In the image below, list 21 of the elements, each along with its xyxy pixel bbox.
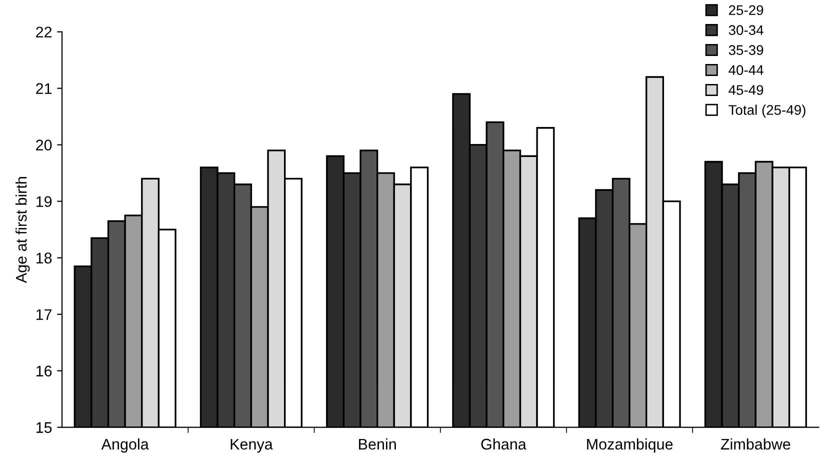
y-tick-label: 15: [36, 422, 52, 433]
legend-label: 40-44: [728, 65, 764, 75]
x-tick-label: Ghana: [481, 438, 526, 450]
y-tick-label: 20: [36, 140, 52, 150]
x-tick-label: Mozambique: [587, 438, 673, 453]
y-axis-title: Age at first birth: [16, 177, 30, 284]
legend-label: 30-34: [728, 25, 764, 36]
y-tick-label: 21: [36, 83, 52, 94]
legend-label: 25-29: [728, 5, 764, 16]
y-tick-label: 17: [36, 309, 52, 320]
x-tick-label: Zimbabwe: [720, 438, 790, 450]
y-tick-label: 18: [36, 252, 52, 264]
x-tick-label: Kenya: [230, 438, 273, 453]
legend-label: 45-49: [728, 85, 764, 95]
legend-label: Total (25-49): [728, 104, 806, 118]
y-tick-label: 16: [36, 366, 52, 376]
x-tick-label: Angola: [101, 438, 149, 453]
legend-label: 35-39: [728, 45, 764, 55]
x-tick-label: Benin: [359, 438, 396, 450]
y-tick-label: 22: [36, 26, 52, 38]
y-tick-label: 19: [36, 196, 52, 207]
